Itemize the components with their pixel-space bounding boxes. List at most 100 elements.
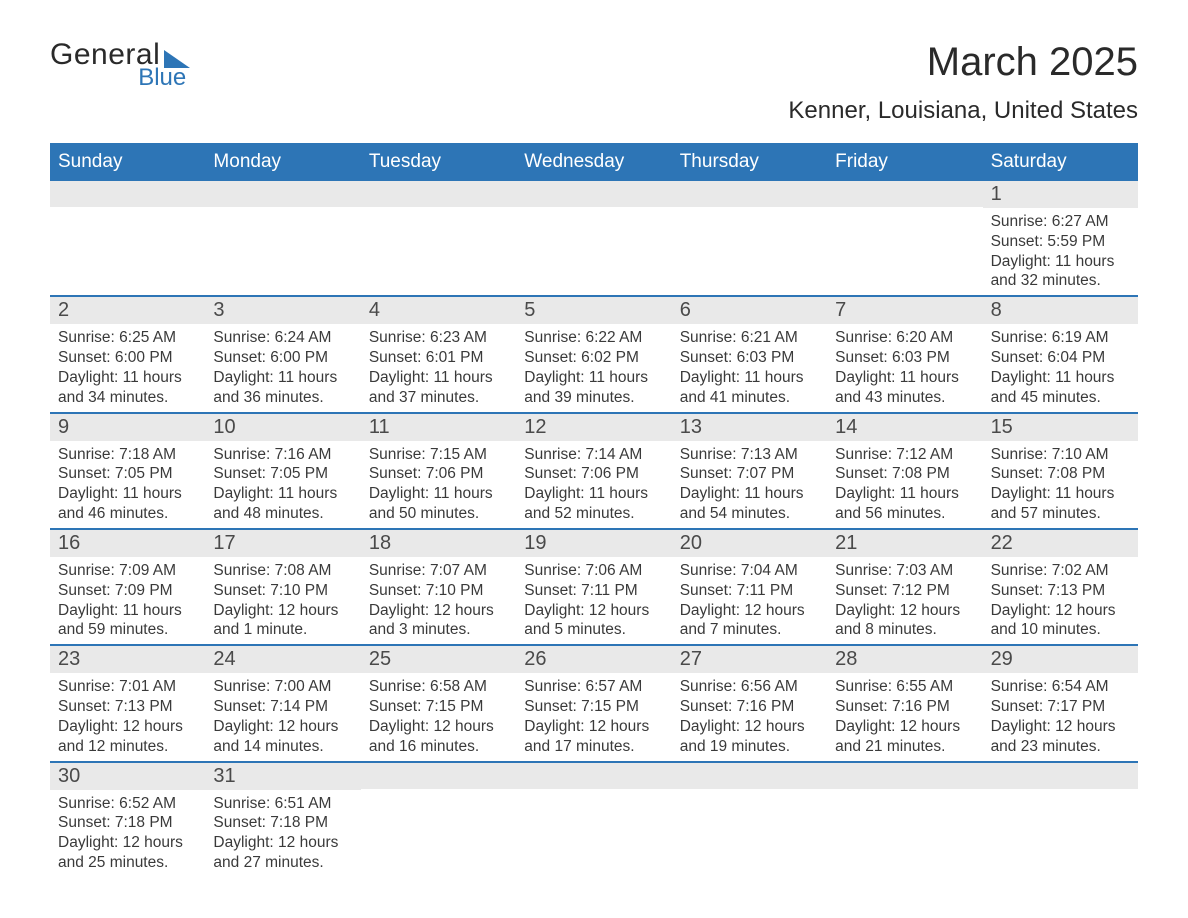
daylight-line: Daylight: 11 hours and 32 minutes. <box>983 252 1138 292</box>
sunset-line: Sunset: 6:03 PM <box>827 348 982 368</box>
sunrise-line: Sunrise: 7:15 AM <box>361 445 516 465</box>
day-number: 9 <box>50 414 205 441</box>
sunrise-line: Sunrise: 7:06 AM <box>516 561 671 581</box>
sunset-line: Sunset: 7:09 PM <box>50 581 205 601</box>
daylight-line: Daylight: 11 hours and 54 minutes. <box>672 484 827 524</box>
sunset-line: Sunset: 7:08 PM <box>983 464 1138 484</box>
sunset-line: Sunset: 7:18 PM <box>205 813 360 833</box>
sunset-line: Sunset: 7:17 PM <box>983 697 1138 717</box>
sunset-line: Sunset: 7:10 PM <box>205 581 360 601</box>
day-number: 21 <box>827 530 982 557</box>
header: General Blue March 2025 Kenner, Louisian… <box>50 40 1138 125</box>
day-cell <box>672 181 827 295</box>
sunrise-line: Sunrise: 6:23 AM <box>361 328 516 348</box>
day-cell: 17Sunrise: 7:08 AMSunset: 7:10 PMDayligh… <box>205 530 360 644</box>
empty-day <box>361 763 516 789</box>
day-number: 24 <box>205 646 360 673</box>
sunrise-line: Sunrise: 7:03 AM <box>827 561 982 581</box>
sunrise-line: Sunrise: 6:24 AM <box>205 328 360 348</box>
sunset-line: Sunset: 7:15 PM <box>516 697 671 717</box>
day-cell <box>516 763 671 877</box>
sunrise-line: Sunrise: 7:09 AM <box>50 561 205 581</box>
day-cell <box>827 763 982 877</box>
day-cell: 5Sunrise: 6:22 AMSunset: 6:02 PMDaylight… <box>516 297 671 411</box>
day-number: 8 <box>983 297 1138 324</box>
daylight-line: Daylight: 11 hours and 56 minutes. <box>827 484 982 524</box>
day-cell: 13Sunrise: 7:13 AMSunset: 7:07 PMDayligh… <box>672 414 827 528</box>
daylight-line: Daylight: 12 hours and 10 minutes. <box>983 601 1138 641</box>
sunrise-line: Sunrise: 7:04 AM <box>672 561 827 581</box>
day-number: 4 <box>361 297 516 324</box>
dow-row: Sunday Monday Tuesday Wednesday Thursday… <box>50 143 1138 179</box>
day-number: 7 <box>827 297 982 324</box>
sunrise-line: Sunrise: 6:58 AM <box>361 677 516 697</box>
day-cell: 2Sunrise: 6:25 AMSunset: 6:00 PMDaylight… <box>50 297 205 411</box>
day-cell: 4Sunrise: 6:23 AMSunset: 6:01 PMDaylight… <box>361 297 516 411</box>
sunrise-line: Sunrise: 6:27 AM <box>983 212 1138 232</box>
day-number: 22 <box>983 530 1138 557</box>
day-cell: 1 Sunrise: 6:27 AMSunset: 5:59 PMDaylight… <box>983 181 1138 295</box>
daylight-line: Daylight: 11 hours and 34 minutes. <box>50 368 205 408</box>
empty-day <box>361 181 516 207</box>
sunrise-line: Sunrise: 7:12 AM <box>827 445 982 465</box>
sunrise-line: Sunrise: 6:19 AM <box>983 328 1138 348</box>
day-number: 3 <box>205 297 360 324</box>
daylight-line: Daylight: 12 hours and 19 minutes. <box>672 717 827 757</box>
day-cell: 11Sunrise: 7:15 AMSunset: 7:06 PMDayligh… <box>361 414 516 528</box>
day-cell: 9Sunrise: 7:18 AMSunset: 7:05 PMDaylight… <box>50 414 205 528</box>
daylight-line: Daylight: 11 hours and 46 minutes. <box>50 484 205 524</box>
day-cell: 10Sunrise: 7:16 AMSunset: 7:05 PMDayligh… <box>205 414 360 528</box>
sunrise-line: Sunrise: 7:07 AM <box>361 561 516 581</box>
sunrise-line: Sunrise: 6:52 AM <box>50 794 205 814</box>
week-row: 23Sunrise: 7:01 AMSunset: 7:13 PMDayligh… <box>50 644 1138 760</box>
sunset-line: Sunset: 7:11 PM <box>516 581 671 601</box>
daylight-line: Daylight: 12 hours and 12 minutes. <box>50 717 205 757</box>
daylight-line: Daylight: 11 hours and 43 minutes. <box>827 368 982 408</box>
daylight-line: Daylight: 12 hours and 16 minutes. <box>361 717 516 757</box>
sunrise-line: Sunrise: 6:25 AM <box>50 328 205 348</box>
sunrise-line: Sunrise: 7:01 AM <box>50 677 205 697</box>
dow-cell: Saturday <box>983 145 1138 179</box>
day-number: 2 <box>50 297 205 324</box>
sunset-line: Sunset: 5:59 PM <box>983 232 1138 252</box>
sunrise-line: Sunrise: 7:16 AM <box>205 445 360 465</box>
sunrise-line: Sunrise: 7:10 AM <box>983 445 1138 465</box>
day-cell <box>516 181 671 295</box>
day-number: 28 <box>827 646 982 673</box>
sunrise-line: Sunrise: 6:21 AM <box>672 328 827 348</box>
day-cell: 20Sunrise: 7:04 AMSunset: 7:11 PMDayligh… <box>672 530 827 644</box>
empty-day <box>672 763 827 789</box>
dow-cell: Wednesday <box>516 145 671 179</box>
empty-day <box>827 763 982 789</box>
day-cell: 22Sunrise: 7:02 AMSunset: 7:13 PMDayligh… <box>983 530 1138 644</box>
empty-day <box>827 181 982 207</box>
sunrise-line: Sunrise: 7:13 AM <box>672 445 827 465</box>
daylight-line: Daylight: 11 hours and 57 minutes. <box>983 484 1138 524</box>
day-cell: 12Sunrise: 7:14 AMSunset: 7:06 PMDayligh… <box>516 414 671 528</box>
day-number: 1 <box>983 181 1138 208</box>
day-cell: 30Sunrise: 6:52 AMSunset: 7:18 PMDayligh… <box>50 763 205 877</box>
dow-cell: Tuesday <box>361 145 516 179</box>
day-number: 26 <box>516 646 671 673</box>
week-row: 2Sunrise: 6:25 AMSunset: 6:00 PMDaylight… <box>50 295 1138 411</box>
sunset-line: Sunset: 7:07 PM <box>672 464 827 484</box>
daylight-line: Daylight: 12 hours and 1 minute. <box>205 601 360 641</box>
day-cell: 3Sunrise: 6:24 AMSunset: 6:00 PMDaylight… <box>205 297 360 411</box>
day-number: 29 <box>983 646 1138 673</box>
day-number: 6 <box>672 297 827 324</box>
sunset-line: Sunset: 7:14 PM <box>205 697 360 717</box>
day-number: 10 <box>205 414 360 441</box>
month-title: March 2025 <box>788 40 1138 85</box>
day-cell <box>50 181 205 295</box>
day-cell: 29Sunrise: 6:54 AMSunset: 7:17 PMDayligh… <box>983 646 1138 760</box>
day-cell <box>983 763 1138 877</box>
day-cell <box>361 181 516 295</box>
sunset-line: Sunset: 7:12 PM <box>827 581 982 601</box>
daylight-line: Daylight: 12 hours and 7 minutes. <box>672 601 827 641</box>
day-cell <box>672 763 827 877</box>
title-block: March 2025 Kenner, Louisiana, United Sta… <box>788 40 1138 125</box>
day-number: 31 <box>205 763 360 790</box>
day-number: 18 <box>361 530 516 557</box>
sunrise-line: Sunrise: 6:56 AM <box>672 677 827 697</box>
sunrise-line: Sunrise: 7:02 AM <box>983 561 1138 581</box>
